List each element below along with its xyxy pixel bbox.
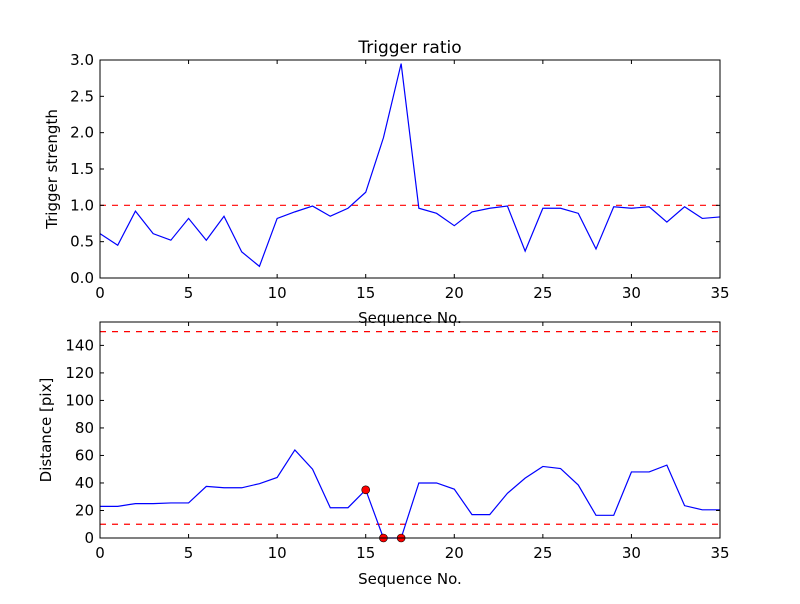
axes-frame	[99, 321, 721, 539]
top-y-axis-label: Trigger strength	[43, 109, 61, 230]
y-tick-label: 2.5	[70, 87, 94, 105]
y-tick-label: 1.0	[70, 196, 94, 214]
x-tick-label: 15	[356, 284, 375, 302]
y-tick-label: 2.0	[70, 124, 94, 142]
x-tick-label: 0	[95, 544, 105, 562]
x-tick-label: 10	[268, 284, 287, 302]
bottom-x-axis-label: Sequence No.	[358, 570, 462, 588]
y-tick-label: 60	[75, 446, 94, 464]
y-tick-label: 120	[65, 364, 94, 382]
bottom-axes: 0 5 10 15 20 25 30 35 0 20 40 60 80 100 120 140	[65, 321, 730, 562]
x-tick-label: 30	[622, 284, 641, 302]
x-tick-label: 20	[445, 284, 464, 302]
x-tick-label: 25	[533, 544, 552, 562]
bottom-y-axis-label: Distance [pix]	[37, 378, 55, 483]
y-tick-label: 3.0	[70, 51, 94, 69]
series-line-distance	[100, 448, 720, 539]
x-tick-label: 0	[95, 284, 105, 302]
y-tick-label: 140	[65, 336, 94, 354]
y-tick-label: 0.0	[70, 269, 94, 287]
y-tick-label: 0.5	[70, 233, 94, 251]
y-tick-label: 40	[75, 474, 94, 492]
y-tick-label: 100	[65, 391, 94, 409]
y-tick-label: 20	[75, 501, 94, 519]
top-x-axis-label: Sequence No.	[358, 309, 462, 327]
top-axes: 0 5 10 15 20 25 30 35 0.0 0.5 1.0 1.5 2.0 2.5 3.0	[70, 51, 729, 302]
outlier-marker	[361, 485, 371, 495]
x-tick-label: 15	[356, 544, 375, 562]
chart-title: Trigger ratio	[357, 38, 461, 58]
y-tick-label: 80	[75, 419, 94, 437]
x-tick-label: 35	[710, 544, 729, 562]
x-tick-label: 20	[445, 544, 464, 562]
x-tick-label: 30	[622, 544, 641, 562]
y-tick-label: 1.5	[70, 160, 94, 178]
y-tick-label: 0	[84, 529, 94, 547]
x-tick-label: 35	[710, 284, 729, 302]
x-tick-label: 5	[184, 544, 194, 562]
x-tick-label: 5	[184, 284, 194, 302]
x-tick-label: 10	[268, 544, 287, 562]
x-tick-label: 25	[533, 284, 552, 302]
series-line-trigger	[99, 63, 721, 268]
